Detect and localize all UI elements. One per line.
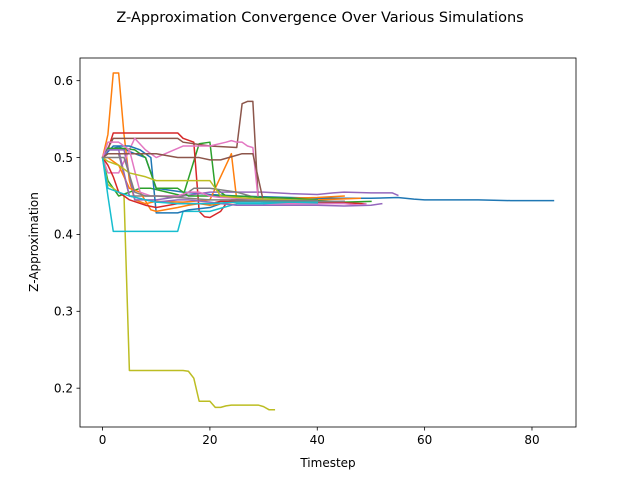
series-line-sim-16 [101, 152, 319, 203]
y-tick-label: 0.2 [54, 381, 73, 395]
plot-area [80, 58, 576, 427]
y-tick-label: 0.3 [54, 305, 73, 319]
series-line-sim-10 [101, 156, 319, 233]
series-line-sim-20 [101, 156, 319, 202]
y-tick-label: 0.5 [54, 151, 73, 165]
x-tick-label: 80 [524, 433, 539, 447]
y-axis-label: Z-Approximation [27, 192, 41, 292]
x-axis-label: Timestep [299, 456, 355, 470]
series-line-sim-15 [101, 149, 383, 207]
plot-frame [79, 57, 577, 428]
x-tick-label: 0 [99, 433, 107, 447]
x-tick-label: 60 [417, 433, 432, 447]
x-tick-label: 40 [310, 433, 325, 447]
series-layer [101, 72, 555, 411]
x-axis-ticks: 0 20 40 60 80 [99, 427, 540, 447]
y-tick-label: 0.6 [54, 74, 73, 88]
series-line-sim-18 [101, 156, 319, 202]
x-tick-label: 20 [202, 433, 217, 447]
y-axis-ticks: 0.2 0.3 0.4 0.5 0.6 [54, 74, 80, 395]
series-line-sim-17 [101, 141, 292, 201]
series-line-sim-19 [101, 156, 319, 205]
series-line-sim-7 [101, 137, 367, 206]
y-tick-label: 0.4 [54, 228, 73, 242]
chart-title: Z-Approximation Convergence Over Various… [116, 10, 523, 26]
